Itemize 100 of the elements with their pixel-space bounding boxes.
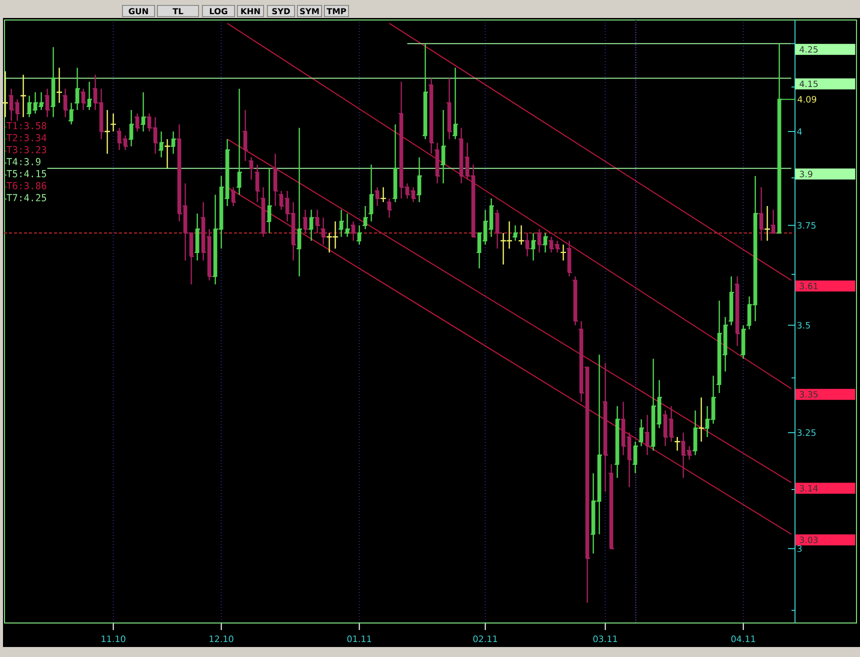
data-label: 3.14	[800, 485, 818, 492]
candlestick	[374, 186, 381, 207]
candlestick	[440, 109, 447, 184]
x-tick-label: 12.10	[210, 636, 234, 642]
y-tick-label: 3.25	[797, 429, 816, 436]
candlestick	[602, 362, 609, 492]
legend-label: T2:3.34	[6, 134, 46, 142]
candlestick	[2, 70, 9, 118]
candlestick	[434, 142, 441, 184]
candlestick	[728, 276, 735, 326]
candlestick	[536, 228, 543, 254]
candlestick	[674, 436, 681, 452]
legend-label: T3:3.23	[6, 146, 46, 154]
candlestick	[170, 130, 177, 154]
legend-label: T4:3.9	[6, 158, 40, 166]
candlestick	[320, 217, 327, 246]
candlestick	[308, 209, 315, 242]
candlestick	[254, 164, 261, 203]
candlestick	[518, 224, 525, 246]
candlestick	[56, 67, 63, 104]
candlestick	[644, 414, 651, 456]
y-tick-label: 3	[797, 545, 802, 552]
candlestick	[524, 232, 531, 258]
candlestick	[44, 88, 51, 118]
candlestick	[368, 164, 375, 222]
candlestick	[350, 220, 357, 242]
legend-label: T5:4.15	[6, 170, 46, 178]
candlestick	[542, 232, 549, 254]
legend-label: T1:3.58	[6, 122, 46, 130]
candlestick	[698, 396, 705, 442]
data-label: 3.03	[800, 536, 818, 544]
y-tick-label: 3.75	[797, 222, 816, 229]
text: SYD	[272, 8, 290, 14]
candlestick	[452, 67, 459, 140]
candlestick	[68, 102, 75, 125]
candlestick	[266, 168, 273, 234]
candlestick	[86, 81, 93, 111]
candlestick	[614, 406, 621, 479]
y-tick-label: 3.5	[797, 322, 810, 329]
candlestick	[296, 127, 303, 277]
candlestick	[80, 88, 87, 111]
candlestick	[512, 224, 519, 242]
x-tick-label: 02.11	[473, 636, 498, 642]
candlestick	[494, 209, 501, 250]
data-label: 3.35	[800, 391, 818, 398]
candlestick	[194, 213, 201, 262]
candlestick	[230, 186, 237, 207]
candlestick	[422, 43, 429, 140]
text: TL	[172, 8, 184, 14]
data-label: 3.9	[800, 170, 812, 178]
candlestick	[302, 209, 309, 234]
candlestick	[344, 213, 351, 238]
candlestick	[164, 138, 171, 169]
candlestick	[770, 209, 777, 234]
candlestick	[560, 244, 567, 262]
x-tick-label: 11.10	[102, 636, 126, 642]
candlestick	[362, 205, 369, 230]
text: LOG	[210, 8, 228, 14]
data-label: 4.15	[800, 80, 818, 88]
text: SYM	[300, 8, 319, 14]
candlestick	[62, 88, 69, 118]
candlestick	[242, 109, 249, 162]
text: TMP	[326, 8, 346, 14]
x-tick-label: 01.11	[347, 636, 372, 642]
candlestick	[140, 92, 147, 132]
candlestick	[248, 156, 255, 180]
candlestick	[236, 88, 243, 196]
candlestick	[50, 46, 57, 118]
candlestick	[128, 109, 135, 147]
candlestick	[632, 440, 639, 474]
candlestick	[446, 78, 453, 140]
candlestick	[530, 232, 537, 262]
text: KHN	[241, 8, 260, 14]
y-tick-label: 4	[797, 128, 802, 135]
x-tick-label: 04.11	[731, 636, 756, 642]
text: GUN	[128, 8, 148, 14]
x-tick-label: 03.11	[593, 636, 618, 642]
candlestick	[110, 112, 117, 132]
data-label: 3.61	[800, 282, 818, 290]
candlestick	[386, 198, 393, 218]
candlestick	[638, 418, 645, 447]
legend-label: T6:3.86	[6, 182, 46, 190]
candlestick	[104, 109, 111, 154]
candlestick	[338, 209, 345, 238]
text: 4.09	[798, 96, 816, 103]
candlestick	[380, 186, 387, 203]
candlestick	[158, 130, 165, 158]
candlestick	[356, 224, 363, 246]
candlestick	[392, 124, 399, 203]
candlestick	[74, 67, 81, 111]
candlestick	[20, 74, 27, 118]
candlestick	[758, 186, 765, 242]
candlestick	[134, 112, 141, 132]
candlestick	[416, 156, 423, 203]
candlestick	[692, 410, 699, 456]
data-label: 4.25	[800, 46, 818, 53]
candlestick	[272, 153, 279, 207]
candlestick	[314, 209, 321, 234]
legend-label: T7:4.25	[6, 194, 46, 202]
candlestick	[764, 205, 771, 242]
